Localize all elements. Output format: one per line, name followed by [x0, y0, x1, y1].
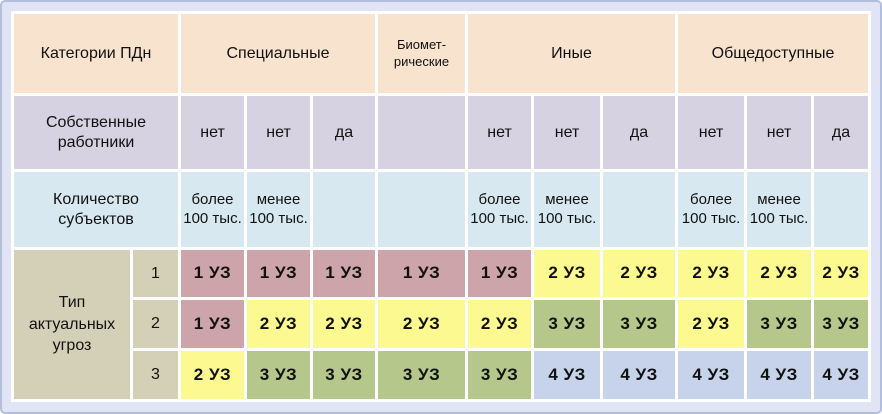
subjects-value-cell: менее 100 тыс.	[247, 172, 310, 247]
uz-cell: 4 УЗ	[603, 351, 676, 399]
uz-cell: 1 УЗ	[378, 250, 466, 297]
uz-cell: 4 УЗ	[534, 351, 601, 399]
matrix-row-threat-2: 2 1 УЗ 2 УЗ 2 УЗ 2 УЗ 2 УЗ 3 УЗ 3 УЗ 2 У…	[14, 300, 869, 348]
uz-cell: 2 УЗ	[378, 300, 466, 348]
subjects-value-cell: менее 100 тыс.	[534, 172, 601, 247]
uz-cell: 4 УЗ	[747, 351, 812, 399]
uz-cell: 1 УЗ	[181, 300, 244, 348]
employees-row-label: Собственные работники	[14, 96, 178, 169]
uz-cell: 2 УЗ	[313, 300, 376, 348]
subjects-value-cell: более 100 тыс.	[181, 172, 244, 247]
header-group-other: Иные	[468, 14, 676, 93]
uz-cell: 2 УЗ	[181, 351, 244, 399]
header-group-biometric: Биомет-рические	[378, 14, 466, 93]
employees-value-cell: да	[313, 96, 376, 169]
uz-cell: 1 УЗ	[181, 250, 244, 297]
threat-type-cell: 1	[133, 250, 178, 297]
subjects-value-cell	[814, 172, 869, 247]
header-cell-categories: Категории ПДн	[14, 14, 178, 93]
uz-cell: 3 УЗ	[468, 351, 532, 399]
uz-cell: 3 УЗ	[247, 351, 310, 399]
uz-cell: 3 УЗ	[378, 351, 466, 399]
employees-value-cell	[378, 96, 466, 169]
uz-cell: 1 УЗ	[247, 250, 310, 297]
employees-value-cell: нет	[747, 96, 812, 169]
threat-type-cell: 2	[133, 300, 178, 348]
employees-value-cell: да	[814, 96, 869, 169]
threat-type-column-label: Тип актуальных угроз	[14, 250, 130, 399]
subjects-value-cell: более 100 тыс.	[468, 172, 532, 247]
uz-cell: 4 УЗ	[678, 351, 745, 399]
header-group-public: Общедоступные	[678, 14, 869, 93]
uz-cell: 2 УЗ	[247, 300, 310, 348]
matrix-row-threat-1: Тип актуальных угроз 1 1 УЗ 1 УЗ 1 УЗ 1 …	[14, 250, 869, 399]
subjects-value-cell	[378, 172, 466, 247]
employees-value-cell: нет	[468, 96, 532, 169]
uz-cell: 2 УЗ	[678, 300, 745, 348]
subjects-row: Количество субъектов более 100 тыс. мене…	[14, 172, 869, 247]
employees-value-cell: нет	[678, 96, 745, 169]
pdn-protection-level-table: Категории ПДн Специальные Биомет-рически…	[11, 11, 872, 402]
employees-value-cell: нет	[181, 96, 244, 169]
uz-cell: 3 УЗ	[313, 351, 376, 399]
uz-cell: 2 УЗ	[468, 300, 532, 348]
uz-cell: 2 УЗ	[678, 250, 745, 297]
employees-value-cell: нет	[534, 96, 601, 169]
employees-value-cell: нет	[247, 96, 310, 169]
uz-cell: 1 УЗ	[313, 250, 376, 297]
uz-cell: 3 УЗ	[603, 300, 676, 348]
employees-row: Собственные работники нет нет да нет нет…	[14, 96, 869, 169]
header-row: Категории ПДн Специальные Биомет-рически…	[14, 14, 869, 93]
uz-cell: 2 УЗ	[603, 250, 676, 297]
threat-type-cell: 3	[133, 351, 178, 399]
uz-cell: 3 УЗ	[747, 300, 812, 348]
header-group-special: Специальные	[181, 14, 376, 93]
uz-cell: 2 УЗ	[534, 250, 601, 297]
matrix-row-threat-3: 3 2 УЗ 3 УЗ 3 УЗ 3 УЗ 3 УЗ 4 УЗ 4 УЗ 4 У…	[14, 351, 869, 399]
subjects-value-cell	[313, 172, 376, 247]
uz-cell: 4 УЗ	[814, 351, 869, 399]
uz-cell: 2 УЗ	[747, 250, 812, 297]
subjects-value-cell: менее 100 тыс.	[747, 172, 812, 247]
uz-cell: 2 УЗ	[814, 250, 869, 297]
uz-cell: 3 УЗ	[534, 300, 601, 348]
uz-cell: 1 УЗ	[468, 250, 532, 297]
subjects-row-label: Количество субъектов	[14, 172, 178, 247]
uz-cell: 3 УЗ	[814, 300, 869, 348]
subjects-value-cell	[603, 172, 676, 247]
employees-value-cell: да	[603, 96, 676, 169]
subjects-value-cell: более 100 тыс.	[678, 172, 745, 247]
